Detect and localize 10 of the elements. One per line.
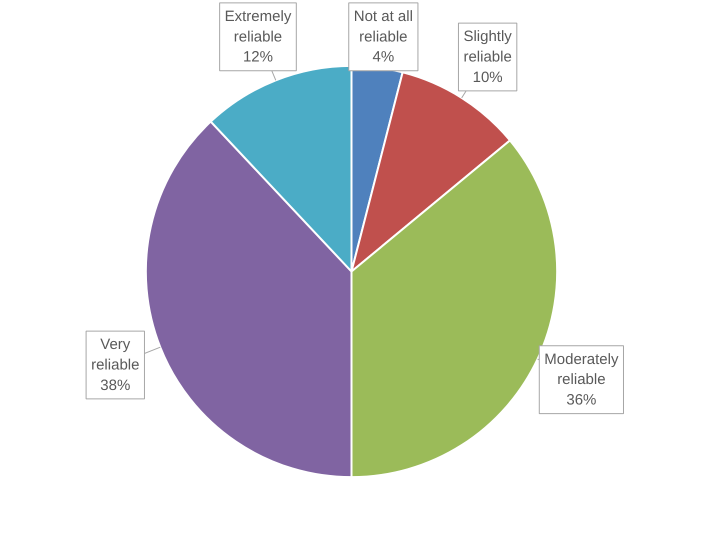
data-label: 36% — [566, 392, 596, 409]
slice-label: Not at all reliable — [354, 8, 413, 46]
data-label: 12% — [242, 48, 273, 66]
slice-label: Very reliable — [91, 336, 140, 374]
slice-label: Extremely reliable — [224, 8, 292, 46]
data-label: 4% — [372, 48, 394, 66]
data-label: 10% — [472, 68, 503, 86]
slice-label: Slightly reliable — [463, 28, 512, 66]
data-label: 38% — [100, 376, 130, 394]
slice-label: Moderately reliable — [544, 350, 619, 388]
